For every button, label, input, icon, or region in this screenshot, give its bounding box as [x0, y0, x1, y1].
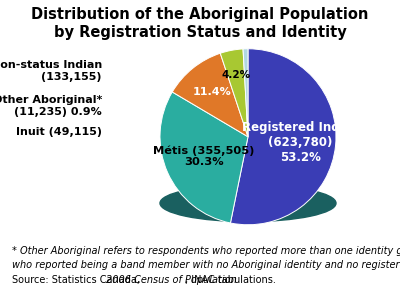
Text: who reported being a band member with no Aboriginal identity and no registered I: who reported being a band member with no…	[12, 260, 400, 269]
Wedge shape	[160, 92, 248, 223]
Text: 2006 Census of Population: 2006 Census of Population	[106, 275, 237, 285]
Text: by Registration Status and Identity: by Registration Status and Identity	[54, 25, 346, 40]
Text: , INAC tabulations.: , INAC tabulations.	[185, 275, 276, 285]
Text: Inuit (49,115): Inuit (49,115)	[16, 127, 102, 137]
Wedge shape	[243, 49, 248, 137]
Text: 11.4%: 11.4%	[193, 87, 232, 97]
Text: 4.2%: 4.2%	[222, 70, 251, 79]
Text: Non-status Indian
(133,155): Non-status Indian (133,155)	[0, 61, 102, 82]
Text: Other Aboriginal*
(11,235) 0.9%: Other Aboriginal* (11,235) 0.9%	[0, 95, 102, 117]
Wedge shape	[220, 49, 248, 137]
Text: Source: Statistics Canada,: Source: Statistics Canada,	[12, 275, 143, 285]
Text: Métis (355,505)
30.3%: Métis (355,505) 30.3%	[153, 146, 254, 167]
Text: Registered Indian
(623,780)
53.2%: Registered Indian (623,780) 53.2%	[242, 120, 360, 164]
Text: * Other Aboriginal refers to respondents who reported more than one identity gro: * Other Aboriginal refers to respondents…	[12, 246, 400, 256]
Wedge shape	[230, 49, 336, 225]
Ellipse shape	[160, 185, 336, 222]
Text: Distribution of the Aboriginal Population: Distribution of the Aboriginal Populatio…	[31, 7, 369, 22]
Wedge shape	[172, 53, 248, 137]
